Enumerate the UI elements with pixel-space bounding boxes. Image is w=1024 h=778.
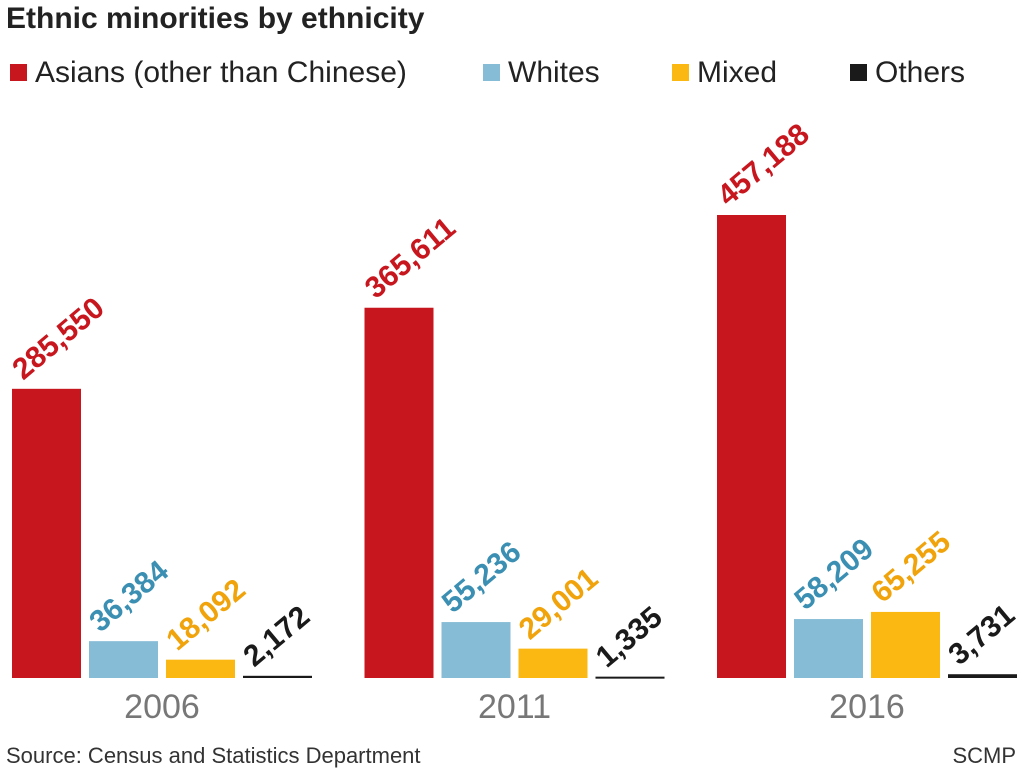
value-label: 36,384 (83, 554, 175, 638)
value-label: 1,335 (590, 601, 669, 675)
legend-label: Others (875, 56, 965, 89)
x-tick-label: 2011 (478, 688, 551, 726)
legend-swatch (672, 64, 689, 81)
bar (166, 659, 235, 678)
value-label: 457,188 (711, 117, 815, 212)
credit: SCMP (952, 743, 1016, 768)
legend-label: Mixed (697, 56, 777, 89)
value-label: 3,731 (942, 598, 1021, 672)
legend-label: Asians (other than Chinese) (35, 56, 407, 89)
value-label: 2,172 (237, 600, 316, 674)
bar (948, 674, 1017, 678)
bar (441, 622, 511, 678)
bar (364, 307, 434, 678)
value-label: 18,092 (160, 573, 252, 657)
bar (243, 675, 312, 678)
source: Source: Census and Statistics Department (6, 743, 421, 768)
x-tick-label: 2006 (124, 688, 200, 726)
value-label: 58,209 (788, 532, 880, 616)
legend-label: Whites (508, 56, 600, 89)
chart-title: Ethnic minorities by ethnicity (6, 2, 425, 35)
bar (518, 648, 588, 678)
value-label: 365,611 (359, 211, 462, 305)
bar (89, 641, 158, 678)
legend-swatch (483, 64, 500, 81)
bar (794, 619, 863, 678)
value-label: 285,550 (6, 291, 110, 386)
bar (717, 215, 786, 678)
bar (12, 388, 81, 678)
value-label: 65,255 (865, 525, 957, 609)
value-label: 55,236 (436, 535, 528, 619)
legend-swatch (850, 64, 867, 81)
bar (595, 676, 665, 679)
bar (871, 611, 940, 678)
x-tick-label: 2016 (829, 688, 905, 726)
legend-swatch (10, 64, 27, 81)
value-label: 29,001 (513, 562, 605, 646)
